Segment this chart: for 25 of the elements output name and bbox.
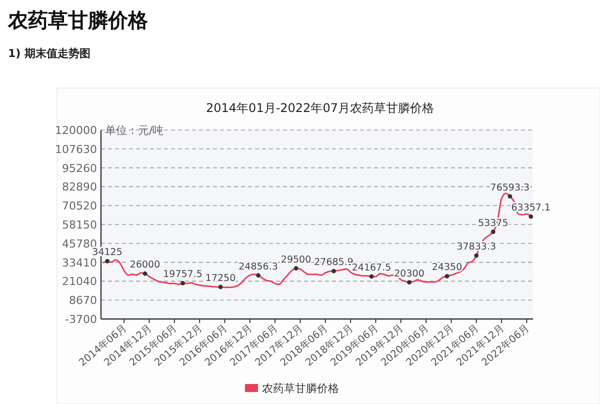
data-label: 24856.3 — [238, 261, 278, 272]
chart-title: 农药草甘膦价格 — [7, 8, 149, 32]
text: 2014年01月-2022年07月农药草甘膦价格 — [206, 101, 434, 115]
data-label: 29500 — [280, 254, 312, 266]
chart-subtitle: 1) 期末值走势图 — [8, 47, 91, 60]
data-label: 24167.5 — [352, 262, 392, 274]
y-tick-label: 120000 — [55, 124, 97, 137]
y-tick-label: 107630 — [55, 142, 97, 156]
data-label: 26000 — [130, 260, 160, 271]
legend-label: 农药草甘膦价格 — [262, 382, 339, 395]
y-tick-label: 8670 — [69, 294, 97, 308]
data-label: 24350 — [432, 262, 462, 274]
y-tick-label: 95260 — [62, 162, 97, 175]
y-tick-label: 58150 — [62, 218, 97, 232]
data-label: 19757.5 — [163, 269, 202, 280]
annotation: 单位：元/吨 — [105, 124, 164, 137]
y-tick-label: 70520 — [62, 200, 97, 213]
data-label: 27685.9 — [314, 257, 354, 268]
data-label: 17250 — [205, 272, 236, 284]
data-label: 20300 — [394, 268, 424, 280]
y-tick-label: -3700 — [65, 313, 97, 326]
y-tick-label: 21040 — [62, 275, 97, 288]
y-tick-label: 33410 — [62, 256, 97, 270]
y-tick-label: 82890 — [62, 180, 97, 194]
data-label: 76593.3 — [490, 182, 530, 194]
